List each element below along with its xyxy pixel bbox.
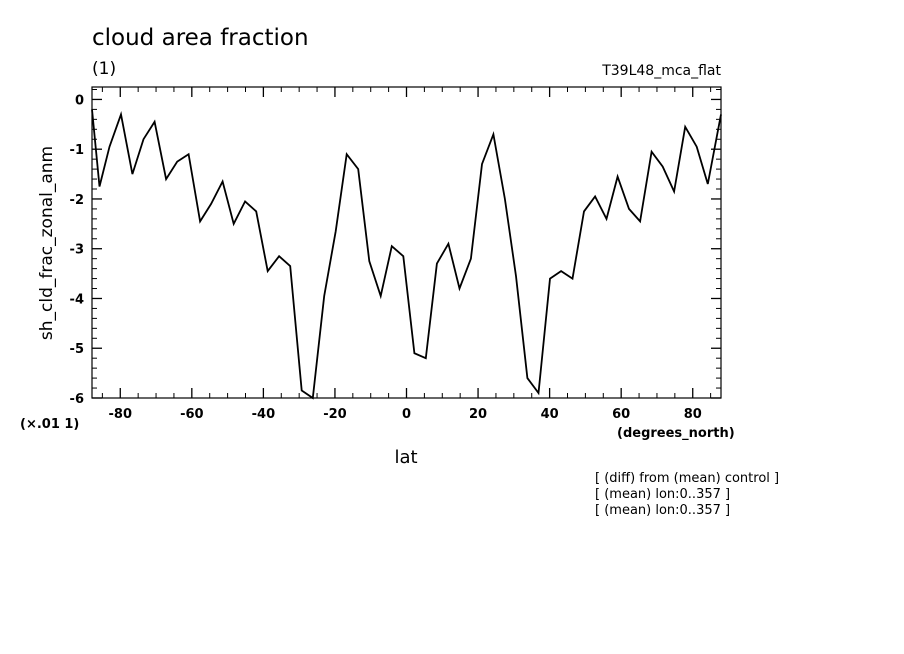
dataset-label: T39L48_mca_flat xyxy=(601,63,721,79)
y-tick-label: -3 xyxy=(70,243,84,258)
y-tick-label: -4 xyxy=(70,292,84,307)
x-tick-label: -80 xyxy=(109,407,133,422)
minor-ticks xyxy=(92,87,721,398)
x-tick-labels: -80 -60 -40 -20 0 20 40 60 80 xyxy=(109,407,702,422)
y-axis-label: sh_cld_frac_zonal_anm xyxy=(37,146,57,340)
x-tick-label: 0 xyxy=(402,407,411,422)
chart-title: cloud area fraction xyxy=(92,25,309,51)
x-tick-label: 80 xyxy=(684,407,702,422)
note-diff: [ (diff) from (mean) control ] xyxy=(595,471,779,486)
note-mean-lon-1: [ (mean) lon:0..357 ] xyxy=(595,487,730,502)
x-axis-label: lat xyxy=(394,447,417,468)
y-tick-label: -1 xyxy=(70,143,84,158)
x-units-label: (degrees_north) xyxy=(617,426,735,441)
y-tick-labels: 0 -1 -2 -3 -4 -5 -6 xyxy=(70,93,84,407)
units-label: (1) xyxy=(92,59,116,79)
x-tick-label: 40 xyxy=(541,407,559,422)
y-tick-label: 0 xyxy=(75,93,84,108)
y-tick-label: -6 xyxy=(70,392,84,407)
plot-frame xyxy=(91,86,722,399)
y-tick-label: -5 xyxy=(70,342,84,357)
x-tick-label: -40 xyxy=(252,407,276,422)
x-tick-label: -60 xyxy=(180,407,204,422)
y-tick-label: -2 xyxy=(70,193,84,208)
x-tick-label: 60 xyxy=(612,407,630,422)
x-tick-label: -20 xyxy=(323,407,347,422)
major-ticks xyxy=(92,87,721,399)
x-tick-label: 20 xyxy=(469,407,487,422)
series-line xyxy=(91,109,722,400)
y-scale-note: (×.01 1) xyxy=(20,417,79,432)
note-mean-lon-2: [ (mean) lon:0..357 ] xyxy=(595,503,730,518)
